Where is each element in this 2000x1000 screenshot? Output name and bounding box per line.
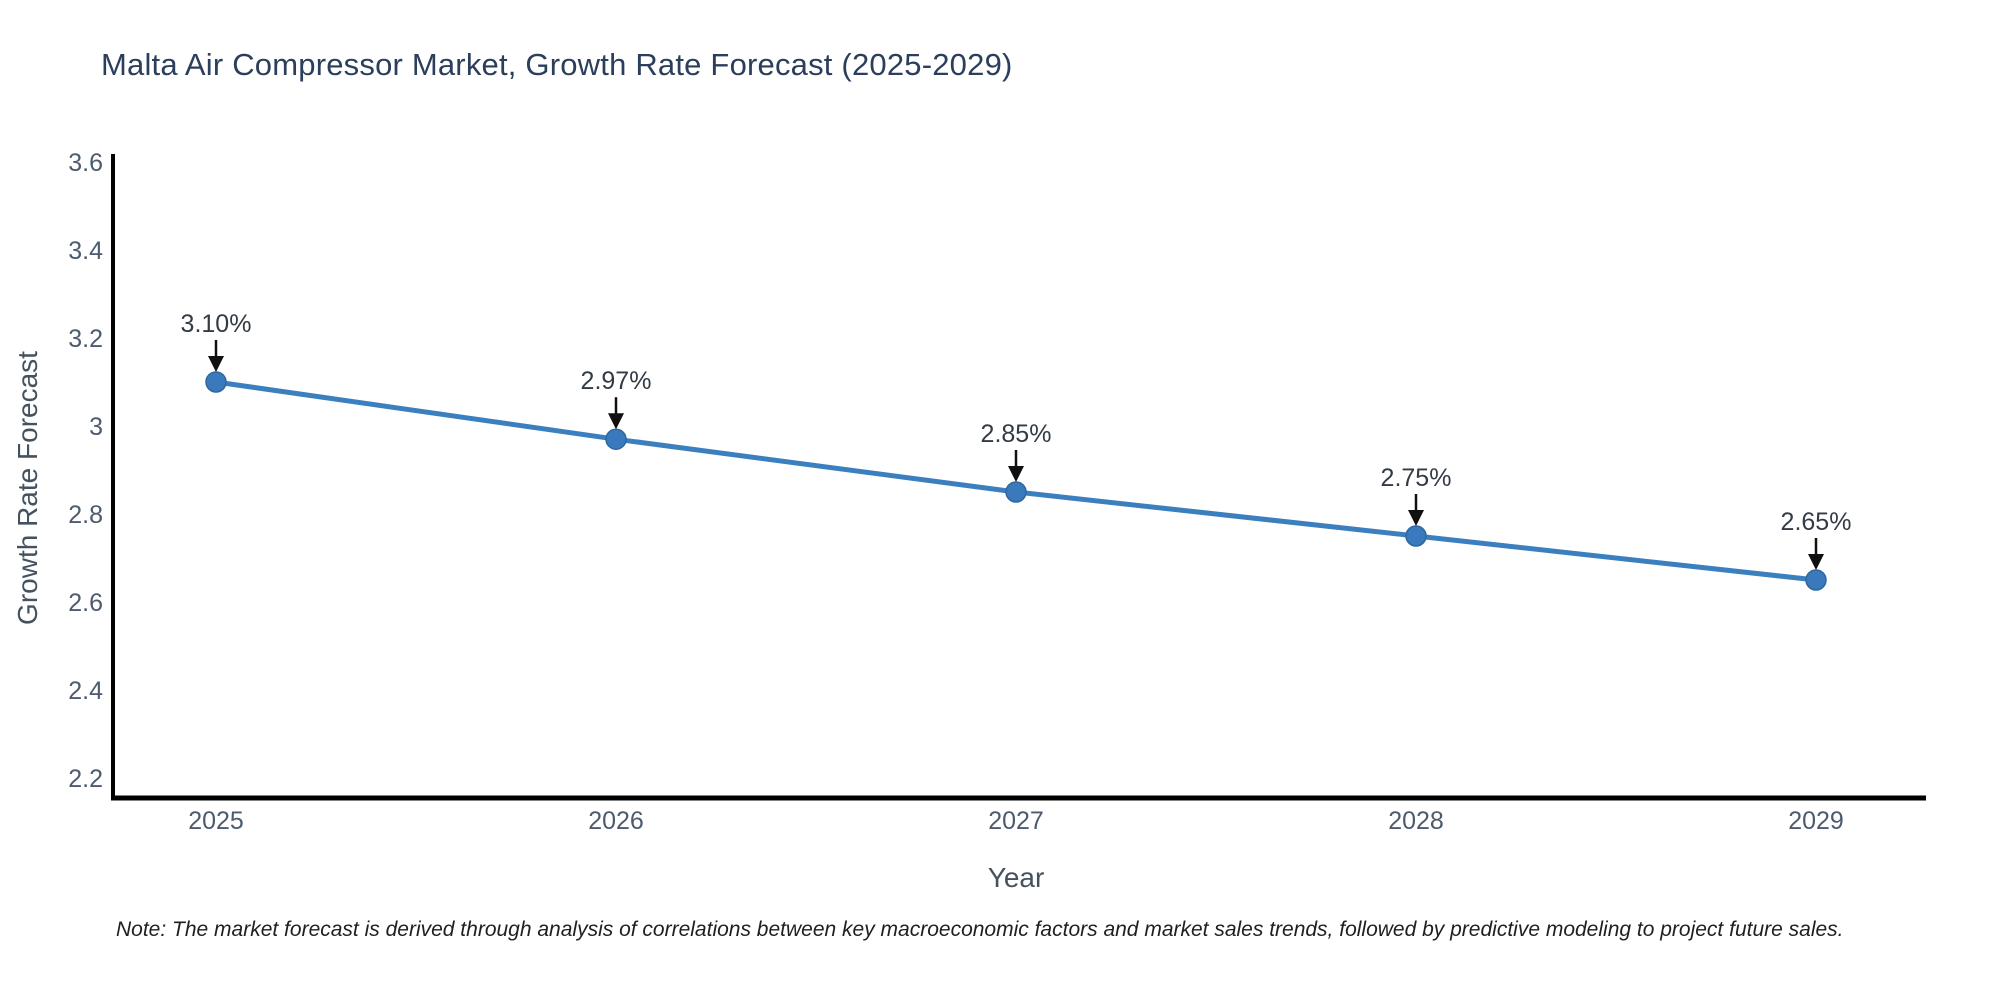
- annotation-2025: 3.10%: [181, 310, 252, 372]
- data-point-marker-2028: [1405, 525, 1427, 547]
- y-tick-label: 3.6: [68, 149, 103, 177]
- data-point-marker-2025: [205, 371, 227, 393]
- annotation-label: 2.85%: [981, 420, 1052, 448]
- annotation-arrowhead: [1808, 554, 1824, 570]
- annotation-label: 2.65%: [1781, 508, 1852, 536]
- y-tick-label: 3.2: [68, 325, 103, 353]
- annotation-label: 2.75%: [1381, 464, 1452, 492]
- y-tick-label: 2.2: [68, 765, 103, 793]
- x-tick-label: 2025: [188, 807, 244, 835]
- y-axis-title: Growth Rate Forecast: [12, 351, 43, 625]
- annotation-2029: 2.65%: [1781, 508, 1852, 570]
- annotation-label: 2.97%: [581, 367, 652, 395]
- annotation-arrowhead: [1408, 510, 1424, 526]
- x-tick-label: 2028: [1388, 807, 1444, 835]
- y-tick-label: 3.4: [68, 237, 103, 265]
- x-tick-label: 2029: [1788, 807, 1844, 835]
- y-tick-label: 3: [89, 413, 103, 441]
- annotation-2026: 2.97%: [581, 367, 652, 430]
- annotation-arrowhead: [608, 413, 624, 430]
- annotation-arrowhead: [208, 356, 224, 372]
- footnote: Note: The market forecast is derived thr…: [116, 918, 1844, 941]
- y-tick-label: 2.6: [68, 589, 103, 617]
- chart-title: Malta Air Compressor Market, Growth Rate…: [101, 47, 1013, 82]
- x-axis-title: Year: [987, 862, 1045, 893]
- data-point-marker-2027: [1005, 481, 1027, 503]
- y-tick-label: 2.4: [68, 677, 103, 705]
- annotation-arrowhead: [1008, 466, 1024, 482]
- x-tick-label: 2026: [588, 807, 644, 835]
- data-point-marker-2029: [1805, 569, 1827, 591]
- y-tick-label: 2.8: [68, 501, 103, 529]
- annotation-2028: 2.75%: [1381, 464, 1452, 526]
- annotation-label: 3.10%: [181, 310, 252, 338]
- x-tick-label: 2027: [988, 807, 1044, 835]
- annotation-2027: 2.85%: [981, 420, 1052, 482]
- data-point-marker-2026: [605, 428, 627, 450]
